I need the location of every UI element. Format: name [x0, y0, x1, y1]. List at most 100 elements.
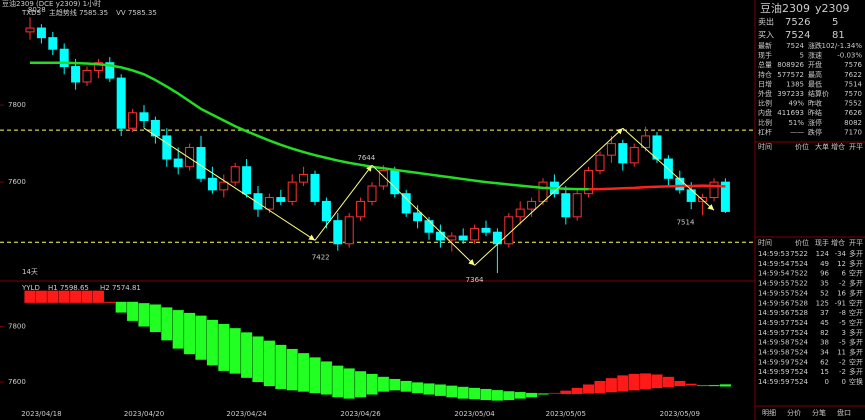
quote-label: 最新 [758, 41, 772, 50]
candle-body [720, 181, 730, 212]
indicator-bar [445, 385, 458, 398]
candle-body [71, 66, 81, 83]
quote-code: y2309 [815, 2, 850, 15]
quote-value: 7622 [844, 71, 862, 79]
x-tick-label: 2023/05/04 [454, 410, 495, 418]
indicator-bar [115, 301, 128, 313]
trade-cell: 14:59:59 [758, 358, 789, 366]
panel-tab[interactable]: 盘口 [837, 408, 851, 417]
indicator-bar [183, 312, 196, 355]
indicator-bar [457, 386, 470, 399]
candle-body [481, 227, 491, 233]
quote-value: 411693 [777, 109, 804, 117]
trade-cell: 7524 [790, 260, 808, 268]
indicator-bar [673, 380, 686, 387]
candle-body [378, 170, 388, 187]
trade-cell: 125 [816, 299, 829, 307]
trade-cell: 14:59:55 [758, 280, 789, 288]
quote-value: 5 [800, 52, 804, 60]
candle-body [264, 197, 274, 210]
quote-price: 7524 [785, 30, 810, 41]
quote-label: 持仓 [758, 70, 772, 79]
trend-line [588, 184, 726, 191]
candle-body [196, 146, 206, 179]
table-header: 大单 [815, 142, 829, 151]
quote-value: 51% [788, 119, 804, 127]
panel-tab[interactable]: 分价 [787, 408, 801, 417]
quote-label: 昨结 [808, 108, 822, 117]
candle-body [584, 170, 594, 195]
quote-label: 外盘 [758, 89, 772, 98]
candle-body [59, 48, 69, 68]
x-tick-label: 2023/05/09 [660, 410, 700, 418]
quote-label: 杠杆 [758, 127, 772, 136]
indicator-bar [240, 332, 253, 379]
x-tick-label: 2023/04/20 [124, 410, 164, 418]
quote-value: 7570 [844, 90, 862, 98]
quote-label: 买入 [758, 31, 774, 40]
indicator-bar [434, 384, 447, 397]
quote-name: 豆油2309 [760, 1, 810, 15]
panel-tab[interactable]: 分笔 [812, 408, 826, 417]
trade-cell: 空换 [849, 377, 863, 386]
candle-body [253, 193, 263, 210]
table-header: 开平 [849, 239, 863, 247]
indicator-bar [92, 290, 105, 304]
quote-value: 7626 [844, 109, 862, 117]
indicator-bar [35, 290, 48, 304]
quote-value: 808926 [777, 61, 804, 69]
legend-entry: VV 7585.35 [116, 9, 157, 17]
trade-cell: -34 [835, 250, 847, 258]
indicator-bar [628, 373, 641, 391]
indicator-bar [229, 327, 242, 374]
candle-body [709, 181, 719, 199]
quote-label: 最高 [808, 70, 822, 79]
indicator-bar [195, 315, 207, 361]
indicator-bar [58, 290, 71, 304]
trade-cell: 空开 [849, 357, 863, 366]
candle-body [618, 143, 628, 164]
y-tick-label: 7800 [8, 101, 26, 109]
table-header: 价位 [795, 142, 809, 151]
trade-cell: 7522 [790, 250, 808, 258]
quote-value: —— [790, 128, 804, 136]
indicator-bar [411, 382, 424, 394]
quote-price: 7526 [785, 17, 810, 28]
table-header: 时间 [758, 142, 772, 151]
price-annotation: 7364 [466, 276, 484, 284]
indicator-bar [331, 365, 344, 398]
quote-label: 昨收 [808, 99, 822, 108]
candle-body [287, 181, 297, 202]
candle-body [219, 181, 229, 191]
quote-value: -0.03% [837, 52, 862, 60]
indicator-bar [24, 290, 36, 304]
x-tick-label: 2023/04/18 [21, 410, 61, 418]
panel-tab[interactable]: 明细 [762, 408, 776, 417]
indicator-bar [172, 309, 185, 349]
trade-cell: 49 [820, 260, 829, 268]
trade-cell: -8 [839, 309, 846, 317]
indicator-bar [605, 377, 618, 393]
quote-label: 结算价 [808, 89, 829, 98]
candle-body [36, 27, 46, 39]
trade-cell: 37 [820, 309, 829, 317]
trade-cell: 14:59:59 [758, 368, 789, 376]
candle-body [504, 216, 514, 245]
trade-cell: 7524 [790, 329, 808, 337]
indicator-bar [468, 387, 481, 400]
quote-volume: 5 [832, 17, 838, 28]
candle-body [25, 27, 35, 33]
candle-body [185, 146, 195, 168]
indicator-bar [274, 344, 287, 390]
quote-label: 开盘 [808, 60, 822, 69]
candle-body [48, 37, 58, 50]
candle-body [367, 185, 377, 202]
trade-cell: 多开 [849, 348, 863, 357]
indicator-h1: H1 7598.65 [48, 284, 89, 292]
candle-body [435, 231, 445, 241]
quote-volume: 81 [832, 30, 845, 41]
indicator-bar [559, 390, 572, 395]
y-tick-label: 7600 [8, 378, 26, 386]
